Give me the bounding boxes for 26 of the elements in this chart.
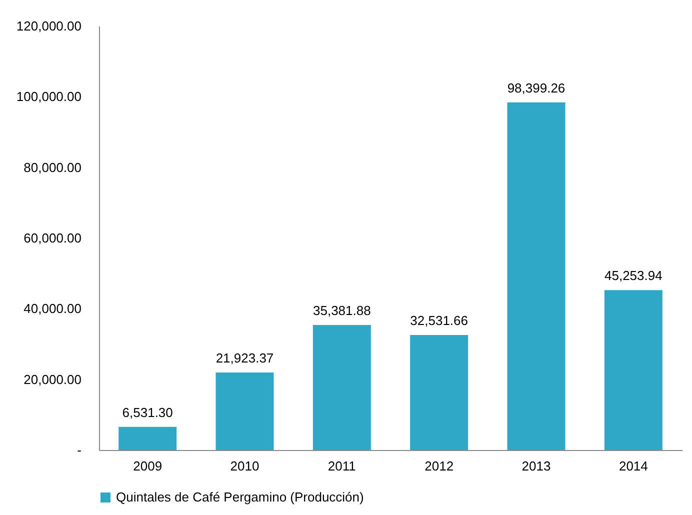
x-tick-label: 2012 — [424, 458, 454, 474]
y-tick-label: - — [77, 442, 82, 458]
data-label: 45,253.94 — [604, 268, 662, 284]
y-tick-label: 40,000.00 — [24, 301, 82, 316]
x-tick-label: 2013 — [522, 458, 551, 474]
bar — [216, 372, 274, 450]
y-tick-label: 80,000.00 — [24, 160, 82, 175]
bar — [604, 290, 662, 450]
bar — [118, 426, 177, 450]
legend-label: Quintales de Café Pergamino (Producción) — [116, 490, 364, 504]
bar — [410, 335, 468, 450]
data-label: 21,923.37 — [216, 350, 274, 366]
y-tick-label: 120,000.00 — [16, 18, 82, 34]
data-label: 32,531.66 — [410, 313, 468, 328]
x-tick-label: 2011 — [328, 458, 356, 474]
x-tick-label: 2014 — [618, 458, 648, 474]
x-tick-label: 2010 — [230, 458, 260, 474]
bar — [312, 324, 371, 450]
data-label: 35,381.88 — [312, 302, 371, 318]
data-label: 98,399.26 — [507, 80, 566, 96]
bar — [507, 102, 566, 450]
y-tick-label: 20,000.00 — [24, 372, 82, 387]
y-tick-label: 100,000.00 — [16, 89, 82, 104]
y-tick-label: 60,000.00 — [24, 230, 82, 246]
data-label: 6,531.30 — [122, 404, 173, 420]
x-tick-label: 2009 — [133, 458, 162, 474]
